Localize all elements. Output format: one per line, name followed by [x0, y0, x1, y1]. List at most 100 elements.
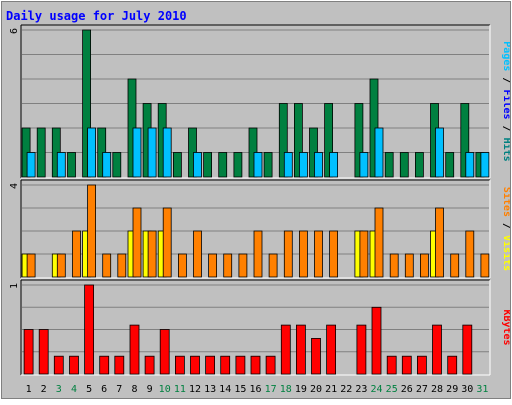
series-legend-part: KBytes [501, 309, 512, 345]
bar-visits-day-16 [253, 230, 263, 278]
bar-files-day-20 [314, 152, 323, 178]
bar-files-day-12 [193, 152, 202, 178]
bar-files-day-28 [435, 127, 444, 178]
bar-hits-day-26 [399, 152, 409, 178]
bar-visits-day-23 [359, 230, 369, 278]
bar-kbytes-day-27 [416, 355, 427, 375]
bar-kbytes-day-28 [432, 324, 442, 375]
bar-kbytes-day-9 [144, 355, 155, 375]
bar-kbytes-day-19 [295, 324, 306, 375]
bar-kbytes-day-29 [447, 355, 458, 375]
bar-kbytes-day-6 [99, 355, 110, 375]
x-tick-label-day-2: 2 [41, 384, 47, 395]
chart-panels: 6 Pages / Files / Hits 4 Sites / Visits 1 KBy… [9, 24, 512, 376]
bar-hits-day-2 [36, 127, 46, 178]
bar-hits-day-29 [445, 152, 455, 178]
x-tick-label-day-9: 9 [147, 384, 153, 395]
bar-kbytes-day-18 [280, 324, 291, 375]
bar-visits-day-30 [465, 230, 475, 278]
bar-hits-day-30 [460, 103, 470, 178]
bar-files-day-1 [26, 152, 36, 178]
series-legend-part: / [501, 71, 512, 89]
bar-kbytes-day-17 [265, 355, 276, 375]
bar-visits-day-31 [480, 253, 490, 278]
x-tick-label-day-17: 17 [265, 384, 277, 395]
bar-visits-day-27 [419, 253, 429, 278]
bar-hits-day-4 [67, 152, 76, 178]
bar-kbytes-day-3 [53, 355, 64, 375]
bar-visits-day-7 [117, 253, 127, 278]
bar-files-day-31 [480, 152, 490, 178]
x-tick-label-day-10: 10 [159, 384, 171, 395]
x-tick-label-day-3: 3 [56, 384, 62, 395]
series-legend-sites_visits: Sites / Visits [501, 187, 512, 271]
bar-hits-day-27 [414, 152, 424, 178]
bar-files-day-30 [465, 152, 475, 178]
x-tick-label-day-12: 12 [189, 384, 201, 395]
bar-kbytes-day-12 [190, 355, 200, 375]
bar-files-day-21 [329, 152, 339, 178]
bar-visits-day-1 [26, 253, 36, 278]
x-tick-label-day-16: 16 [249, 384, 261, 395]
bar-visits-day-17 [268, 253, 278, 278]
y-axis-max-label: 1 [9, 283, 20, 289]
bar-visits-day-20 [314, 230, 323, 278]
series-legend-kbytes: KBytes [501, 309, 512, 345]
y-axis-max-label: 4 [9, 183, 20, 189]
bar-visits-day-5 [87, 184, 96, 278]
bar-kbytes-day-11 [174, 355, 185, 375]
series-legend-part: Hits [501, 138, 512, 162]
bar-hits-day-13 [203, 152, 213, 178]
bar-kbytes-day-2 [38, 329, 49, 375]
bar-visits-day-3 [56, 253, 66, 278]
bar-visits-day-10 [162, 207, 172, 278]
panel-kbytes: 1 KBytes [9, 279, 512, 376]
bar-files-day-24 [374, 127, 384, 178]
x-tick-label-day-29: 29 [446, 384, 458, 395]
bar-hits-day-17 [263, 152, 273, 178]
x-tick-label-day-27: 27 [416, 384, 428, 395]
bar-files-day-8 [132, 127, 142, 178]
series-legend-part: / [501, 120, 512, 138]
bar-visits-day-25 [389, 253, 399, 278]
x-tick-label-day-20: 20 [310, 384, 322, 395]
bar-kbytes-day-21 [326, 324, 337, 375]
bar-kbytes-day-30 [462, 324, 473, 375]
x-tick-label-day-1: 1 [26, 384, 32, 395]
bar-files-day-19 [298, 152, 308, 178]
x-tick-label-day-24: 24 [370, 384, 382, 395]
bar-kbytes-day-20 [311, 337, 321, 375]
y-axis-max-label: 6 [9, 28, 20, 34]
x-tick-label-day-26: 26 [401, 384, 413, 395]
bar-hits-day-19 [293, 103, 303, 178]
x-tick-label-day-18: 18 [280, 384, 292, 395]
x-tick-label-day-6: 6 [101, 384, 107, 395]
frame-inner [1, 1, 511, 399]
bar-visits-day-8 [132, 207, 142, 278]
chart-title: Daily usage for July 2010 [6, 9, 187, 23]
series-legend-part: Visits [501, 235, 512, 271]
bar-kbytes-day-24 [371, 306, 382, 375]
bar-visits-day-9 [147, 230, 157, 278]
bar-kbytes-day-10 [159, 329, 170, 375]
bar-visits-day-29 [450, 253, 460, 278]
bars-kbytes [23, 284, 473, 375]
bar-hits-day-14 [218, 152, 228, 178]
bar-visits-day-12 [193, 230, 202, 278]
bar-files-day-3 [56, 152, 66, 178]
x-tick-label-day-7: 7 [116, 384, 122, 395]
bar-visits-day-15 [238, 253, 248, 278]
bar-kbytes-day-25 [386, 355, 397, 375]
x-tick-label-day-11: 11 [174, 384, 186, 395]
bar-files-day-5 [87, 127, 96, 178]
x-tick-label-day-8: 8 [131, 384, 137, 395]
bar-visits-day-11 [177, 253, 187, 278]
panel-sites_visits: 4 Sites / Visits [9, 179, 512, 279]
x-tick-label-day-4: 4 [71, 384, 77, 395]
bar-hits-day-15 [233, 152, 243, 178]
bar-kbytes-day-14 [220, 355, 231, 375]
bar-kbytes-day-7 [114, 355, 125, 375]
bar-kbytes-day-23 [356, 324, 367, 375]
bar-kbytes-day-4 [69, 355, 79, 375]
